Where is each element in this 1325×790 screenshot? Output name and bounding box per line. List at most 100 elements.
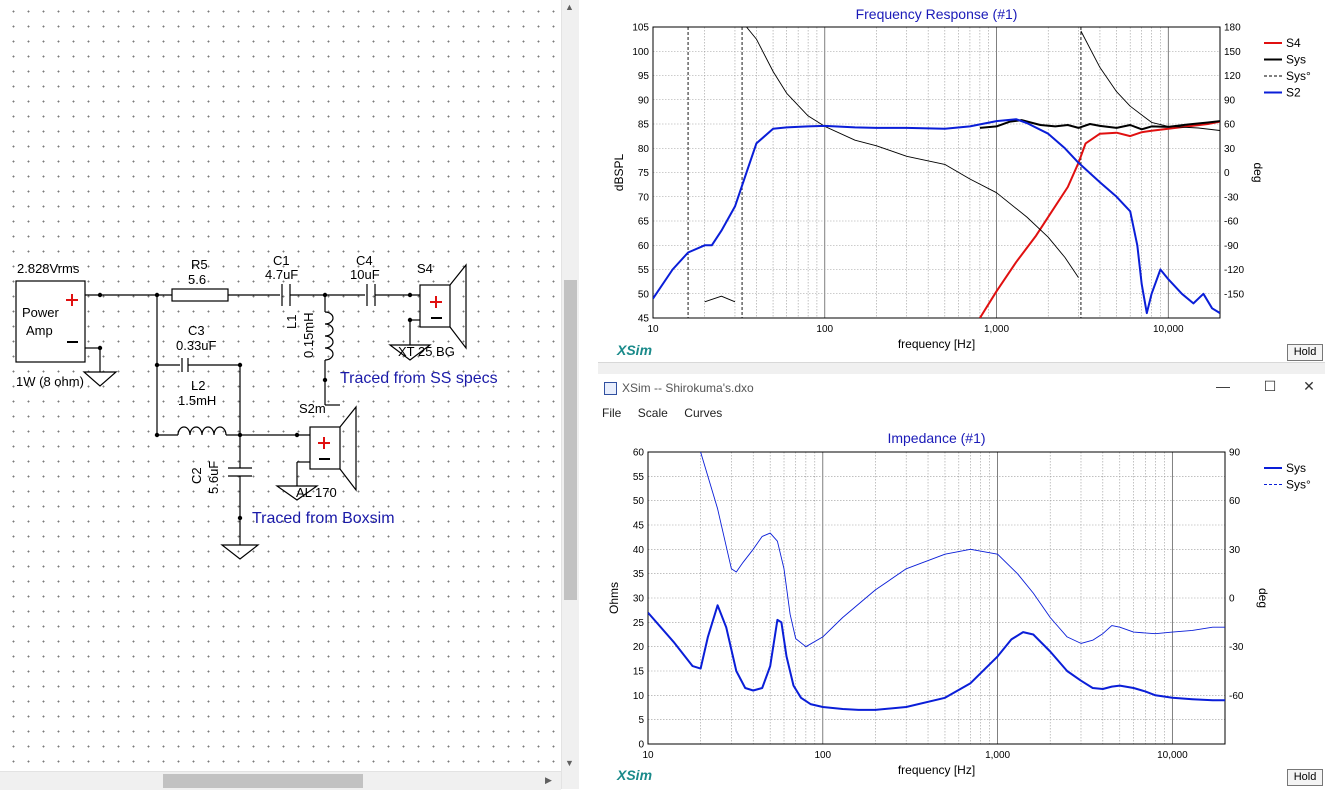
menu-scale[interactable]: Scale (637, 406, 668, 420)
c1-value: 4.7uF (265, 267, 299, 282)
hold-button[interactable]: Hold (1287, 769, 1323, 786)
x-tick-label: 1,000 (984, 324, 1009, 335)
y-tick-label: 100 (632, 47, 649, 58)
series-line-s2 (653, 118, 1220, 315)
x-tick-label: 100 (816, 324, 833, 335)
horizontal-scroll-thumb[interactable] (163, 774, 363, 788)
schematic-vertical-scrollbar[interactable]: ▲ ▼ (561, 0, 579, 789)
tweeter-note: Traced from SS specs (340, 370, 498, 387)
plot-frame (652, 26, 1221, 319)
l2-value: 1.5mH (178, 393, 217, 408)
xsim-logo: XSim (617, 767, 653, 783)
scroll-right-icon[interactable]: ▶ (545, 775, 552, 785)
maximize-icon[interactable]: ☐ (1263, 378, 1277, 394)
schematic-wiring (15, 263, 467, 560)
plot-frame (647, 451, 1226, 745)
series-group (648, 452, 1225, 711)
x-tick-label: 10 (647, 324, 659, 335)
legend-label: Sys° (1286, 478, 1311, 492)
window-titlebar[interactable]: XSim -- Shirokuma's.dxo — ☐ ✕ (598, 374, 1325, 404)
series-line-sys-phase (704, 27, 1220, 303)
chart-title: Impedance (#1) (887, 430, 985, 446)
c1-name: C1 (273, 253, 290, 268)
y-tick-label: 35 (633, 569, 645, 580)
y-tick-label: 0 (638, 740, 644, 751)
schematic-horizontal-scrollbar[interactable]: ▶ (0, 771, 561, 790)
legend-label: Sys (1286, 461, 1306, 475)
y-axis-label: Ohms (607, 582, 621, 614)
minimize-icon[interactable]: — (1216, 378, 1230, 394)
y2-tick-label: 180 (1224, 23, 1241, 34)
y-tick-label: 45 (633, 521, 645, 532)
menu-file[interactable]: File (602, 406, 622, 420)
y-tick-label: 40 (633, 545, 645, 556)
window-title: XSim -- Shirokuma's.dxo (622, 381, 754, 395)
l2-name: L2 (191, 378, 206, 393)
y-tick-label: 5 (638, 715, 644, 726)
y-tick-label: 95 (638, 71, 650, 82)
y-tick-label: 55 (638, 265, 650, 276)
app-icon (604, 382, 617, 395)
y2-tick-label: -30 (1229, 642, 1244, 653)
l1-name: L1 (284, 314, 299, 329)
series-line-sys-phase (700, 452, 1225, 648)
y-tick-label: 15 (633, 667, 645, 678)
c3-value: 0.33uF (176, 338, 217, 353)
x-tick-label: 1,000 (985, 750, 1010, 761)
amp-label-line2: Amp (26, 323, 53, 338)
xsim-logo: XSim (617, 342, 653, 358)
y-tick-label: 75 (638, 168, 650, 179)
y-tick-label: 55 (633, 472, 645, 483)
y-tick-label: 45 (638, 314, 650, 325)
y2-tick-label: 30 (1229, 545, 1241, 556)
legend-label: Sys (1286, 53, 1306, 67)
y2-tick-label: -60 (1229, 691, 1244, 702)
r5-value: 5.6 (188, 272, 207, 287)
x-tick-label: 10,000 (1153, 324, 1184, 335)
y-tick-label: 65 (638, 217, 650, 228)
x-tick-label: 10 (642, 750, 654, 761)
y2-tick-label: 90 (1229, 448, 1241, 459)
s2m-name: S2m (299, 401, 326, 416)
amp-rating-label: 1W (8 ohm) (16, 374, 84, 389)
y-tick-label: 25 (633, 618, 645, 629)
legend-label: S2 (1286, 86, 1301, 100)
y2-tick-label: -90 (1224, 241, 1239, 252)
r5-name: R5 (191, 257, 208, 272)
y2-tick-label: -30 (1224, 192, 1239, 203)
frequency-response-chart[interactable]: Frequency Response (#1) 45 50 55 60 65 70 75 80 8… (598, 0, 1325, 362)
x-axis-label: frequency [Hz] (898, 763, 975, 777)
x-tick-label: 10,000 (1157, 750, 1188, 761)
y-tick-label: 50 (638, 289, 650, 300)
y2-tick-label: 120 (1224, 71, 1241, 82)
impedance-chart[interactable]: Impedance (#1) 0 5 10 15 20 25 30 35 40 45 50 55 60 -6… (598, 422, 1325, 789)
c3-name: C3 (188, 323, 205, 338)
y-tick-label: 105 (632, 23, 649, 34)
scroll-down-icon[interactable]: ▼ (565, 758, 574, 768)
scroll-up-icon[interactable]: ▲ (565, 2, 574, 12)
frequency-response-window: Frequency Response (#1) 45 50 55 60 65 70 75 80 8… (598, 0, 1325, 362)
y2-tick-label: 150 (1224, 47, 1241, 58)
x-tick-label: 100 (814, 750, 831, 761)
c4-name: C4 (356, 253, 373, 268)
c4-value: 10uF (350, 267, 380, 282)
vertical-scroll-thumb[interactable] (564, 280, 577, 600)
y2-axis-label: deg (1256, 588, 1270, 608)
legend-label: S4 (1286, 36, 1301, 50)
schematic-canvas[interactable]: 2.828Vrms Power Amp 1W (8 ohm) R5 5.6 C1… (0, 0, 578, 789)
x-axis-label: frequency [Hz] (898, 337, 975, 351)
hold-button[interactable]: Hold (1287, 344, 1323, 361)
s4-name: S4 (417, 261, 433, 276)
legend-label: Sys° (1286, 69, 1311, 83)
y2-tick-label: 30 (1224, 144, 1236, 155)
menu-curves[interactable]: Curves (684, 406, 723, 420)
y2-tick-label: -120 (1224, 265, 1244, 276)
l1-value: 0.15mH (301, 312, 316, 358)
y-tick-label: 60 (633, 448, 645, 459)
close-icon[interactable]: ✕ (1303, 378, 1315, 394)
y2-tick-label: -60 (1224, 217, 1239, 228)
y2-tick-label: -150 (1224, 289, 1244, 300)
y2-tick-label: 60 (1229, 496, 1241, 507)
y2-tick-label: 60 (1224, 120, 1236, 131)
woofer-note: Traced from Boxsim (252, 510, 395, 527)
